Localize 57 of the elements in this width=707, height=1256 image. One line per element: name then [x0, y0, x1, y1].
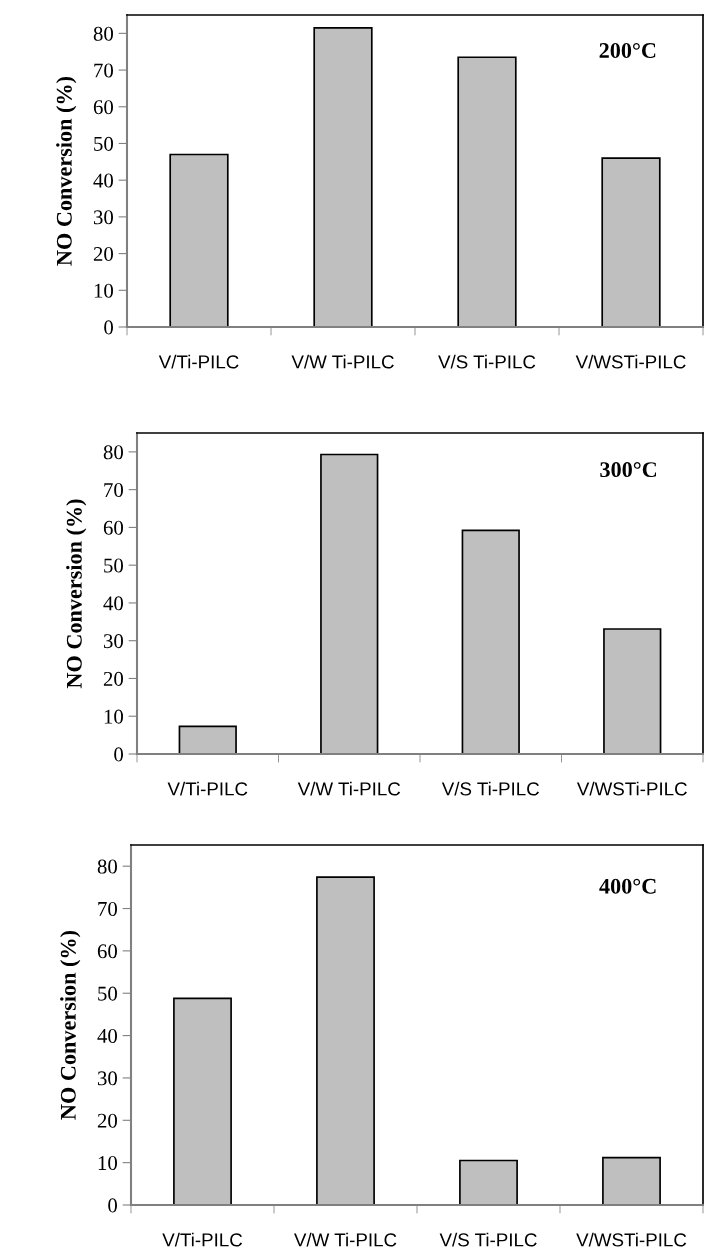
bar: [178, 725, 237, 754]
y-tick-label: 80: [103, 445, 124, 460]
bar: [603, 628, 662, 754]
x-tick-label: V/S Ti-PILC: [441, 781, 540, 796]
bar: [169, 153, 229, 327]
y-tick-label: 80: [93, 26, 114, 41]
y-tick-label: 30: [93, 210, 114, 225]
y-tick-label: 0: [108, 1198, 118, 1213]
y-tick-label: 50: [104, 558, 124, 573]
bar: [316, 876, 375, 1205]
bar: [601, 157, 661, 327]
y-tick-label: 0: [104, 320, 114, 335]
x-tick-label: V/Ti-PILC: [158, 354, 239, 369]
annotation: 400°C: [599, 878, 656, 894]
x-tick-label: V/WSTi-PILC: [576, 1232, 687, 1247]
x-tick-label: V/S Ti-PILC: [439, 1232, 537, 1247]
y-tick-label: 60: [103, 520, 124, 535]
x-tick-label: V/W Ti-PILC: [291, 354, 394, 369]
annotation: 200°C: [599, 43, 656, 58]
y-tick-label: 80: [97, 859, 118, 874]
x-tick-label: V/WSTi-PILC: [575, 354, 686, 369]
bar: [173, 997, 232, 1205]
y-tick-label: 20: [97, 1113, 118, 1128]
y-tick-label: 60: [97, 944, 118, 959]
y-tick-label: 40: [93, 173, 114, 188]
y-tick-label: 30: [97, 1071, 118, 1086]
x-tick-label: V/WSTi-PILC: [576, 781, 687, 796]
annotation: 300°C: [600, 462, 657, 478]
y-tick-label: 50: [98, 986, 118, 1001]
y-tick-label: 70: [94, 63, 114, 78]
y-tick-label: 60: [93, 100, 114, 115]
bar: [602, 1156, 661, 1205]
y-tick-label: 70: [104, 483, 124, 498]
y-tick-label: 20: [103, 671, 124, 686]
x-tick-label: V/Ti-PILC: [162, 1232, 243, 1247]
y-tick-label: 40: [97, 1028, 118, 1044]
x-tick-label: V/S Ti-PILC: [438, 354, 536, 369]
y-tick-label: 10: [104, 709, 124, 724]
bar: [461, 529, 520, 754]
y-tick-label: 40: [103, 596, 124, 611]
bar: [320, 453, 379, 754]
y-tick-label: 10: [94, 283, 114, 298]
y-axis-title: NO Conversion (%): [56, 76, 77, 266]
y-tick-label: 30: [103, 634, 124, 649]
x-tick-label: V/W Ti-PILC: [294, 1232, 397, 1247]
bar: [457, 56, 517, 327]
x-tick-label: V/Ti-PILC: [167, 781, 248, 796]
bar: [459, 1159, 518, 1205]
y-axis-title: NO Conversion (%): [60, 930, 81, 1120]
y-tick-label: 70: [98, 901, 118, 916]
y-tick-label: 50: [94, 136, 114, 151]
y-tick-label: 10: [98, 1156, 118, 1171]
y-axis-title: NO Conversion (%): [66, 499, 87, 689]
x-tick-label: V/W Ti-PILC: [297, 781, 401, 796]
bar: [313, 27, 373, 327]
y-tick-label: 0: [114, 747, 124, 762]
y-tick-label: 20: [93, 246, 114, 262]
